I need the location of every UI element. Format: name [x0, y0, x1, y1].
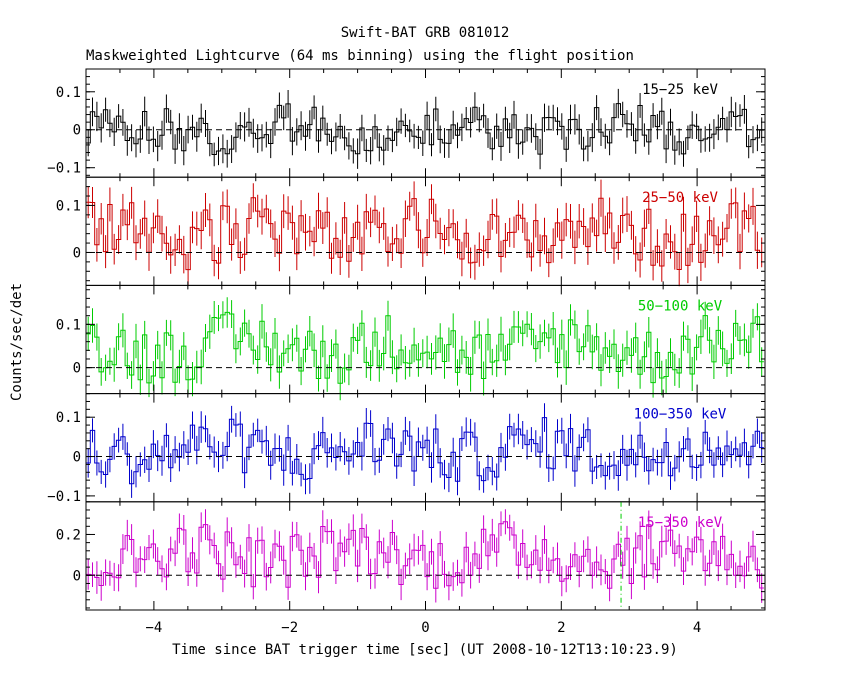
y-tick-label: 0 [73, 568, 81, 584]
y-tick-label: 0 [73, 450, 81, 466]
y-axis-label: Counts/sec/det [9, 283, 25, 401]
x-tick-label: −4 [145, 620, 162, 636]
x-tick-label: 4 [693, 620, 701, 636]
panel-2: 0 0.1 25−50 keV [56, 176, 766, 287]
y-tick-label: 0.1 [56, 198, 81, 214]
lightcurve-5 [86, 521, 764, 589]
y-tick-label: −0.1 [47, 161, 81, 177]
y-tick-label: −0.1 [47, 489, 81, 505]
chart-subtitle: Maskweighted Lightcurve (64 ms binning) … [86, 48, 634, 64]
chart-title: Swift-BAT GRB 081012 [341, 25, 510, 41]
y-tick-label: 0 [73, 123, 81, 139]
band-label-4: 100−350 keV [634, 407, 727, 423]
panel-5: 0 0.2 15−350 keV [56, 501, 766, 611]
y-tick-label: 0 [73, 361, 81, 377]
panel-4: −0.1 0 0.1 100−350 keV [47, 393, 766, 505]
lightcurve-1 [86, 103, 764, 155]
y-tick-label: 0.2 [56, 527, 81, 543]
x-tick-label: 2 [557, 620, 565, 636]
y-tick-label: 0.1 [56, 410, 81, 426]
band-label-3: 50−100 keV [638, 298, 723, 314]
band-label-5: 15−350 keV [638, 515, 723, 531]
lightcurve-4 [86, 417, 764, 485]
band-label-2: 25−50 keV [642, 190, 718, 206]
x-axis-label: Time since BAT trigger time [sec] (UT 20… [172, 642, 678, 658]
panel-1: −0.1 0 0.1 15−25 keV [47, 68, 766, 178]
y-tick-label: 0.1 [56, 317, 81, 333]
panels-group: −0.1 0 0.1 15−25 keV 0 0.1 25−50 keV 0 0.1 50−100… [47, 68, 766, 611]
x-tick-label: −2 [281, 620, 298, 636]
lightcurve-2 [86, 197, 764, 271]
x-tick-label: 0 [421, 620, 429, 636]
band-label-1: 15−25 keV [642, 82, 718, 98]
y-tick-label: 0.1 [56, 85, 81, 101]
y-tick-label: 0 [73, 245, 81, 261]
lightcurve-3 [86, 311, 764, 384]
x-tick-labels: −4 −2 0 2 4 [145, 620, 701, 636]
panel-3: 0 0.1 50−100 keV [56, 284, 766, 401]
